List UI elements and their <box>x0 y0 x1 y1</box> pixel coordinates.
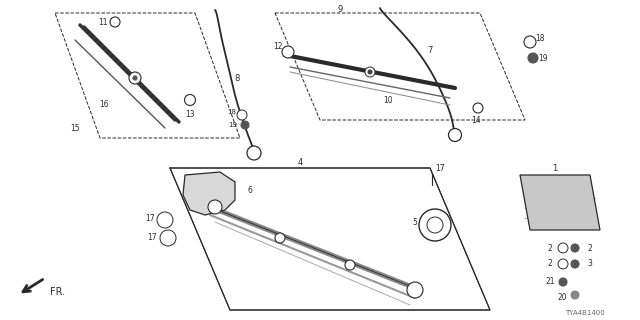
Text: 3: 3 <box>588 260 593 268</box>
Text: 20: 20 <box>557 293 567 302</box>
Circle shape <box>110 17 120 27</box>
Circle shape <box>160 215 170 225</box>
Circle shape <box>407 282 423 298</box>
Circle shape <box>129 72 141 84</box>
Text: 16: 16 <box>99 100 109 108</box>
Text: 6: 6 <box>248 186 252 195</box>
Text: 19: 19 <box>228 122 237 128</box>
Text: 15: 15 <box>70 124 80 132</box>
Text: FR.: FR. <box>51 287 65 297</box>
Circle shape <box>559 278 567 286</box>
Circle shape <box>558 243 568 253</box>
Polygon shape <box>183 172 235 215</box>
Text: 2: 2 <box>548 244 552 252</box>
Text: 9: 9 <box>337 4 342 13</box>
Circle shape <box>368 70 372 74</box>
Text: 13: 13 <box>185 109 195 118</box>
Circle shape <box>473 103 483 113</box>
Circle shape <box>345 260 355 270</box>
Text: TYA4B1400: TYA4B1400 <box>565 310 605 316</box>
Circle shape <box>524 36 536 48</box>
Text: 2: 2 <box>548 260 552 268</box>
Circle shape <box>571 244 579 252</box>
Circle shape <box>571 291 579 299</box>
Circle shape <box>133 76 137 80</box>
Text: 2: 2 <box>588 244 593 252</box>
Text: 18: 18 <box>535 34 545 43</box>
Text: 19: 19 <box>538 53 548 62</box>
Circle shape <box>571 260 579 268</box>
Text: 8: 8 <box>234 74 240 83</box>
Circle shape <box>247 146 261 160</box>
Text: 7: 7 <box>428 45 433 54</box>
Circle shape <box>365 67 375 77</box>
Circle shape <box>282 46 294 58</box>
Text: 14: 14 <box>471 116 481 124</box>
Circle shape <box>275 233 285 243</box>
Circle shape <box>163 233 173 243</box>
Circle shape <box>237 110 247 120</box>
Text: 1: 1 <box>552 164 557 172</box>
Text: 21: 21 <box>545 277 555 286</box>
Text: 5: 5 <box>413 218 417 227</box>
Circle shape <box>241 121 249 129</box>
Text: 17: 17 <box>435 164 445 172</box>
Text: 10: 10 <box>383 95 393 105</box>
Circle shape <box>184 94 195 106</box>
Text: 17: 17 <box>145 213 155 222</box>
Text: 17: 17 <box>147 233 157 242</box>
Circle shape <box>528 53 538 63</box>
Text: 12: 12 <box>273 42 283 51</box>
Circle shape <box>208 200 222 214</box>
Text: 18: 18 <box>227 109 237 115</box>
Circle shape <box>160 230 176 246</box>
Circle shape <box>427 217 443 233</box>
Text: 11: 11 <box>99 18 108 27</box>
Circle shape <box>449 129 461 141</box>
Circle shape <box>157 212 173 228</box>
Text: 4: 4 <box>298 157 303 166</box>
Circle shape <box>419 209 451 241</box>
Polygon shape <box>520 175 600 230</box>
Circle shape <box>558 259 568 269</box>
